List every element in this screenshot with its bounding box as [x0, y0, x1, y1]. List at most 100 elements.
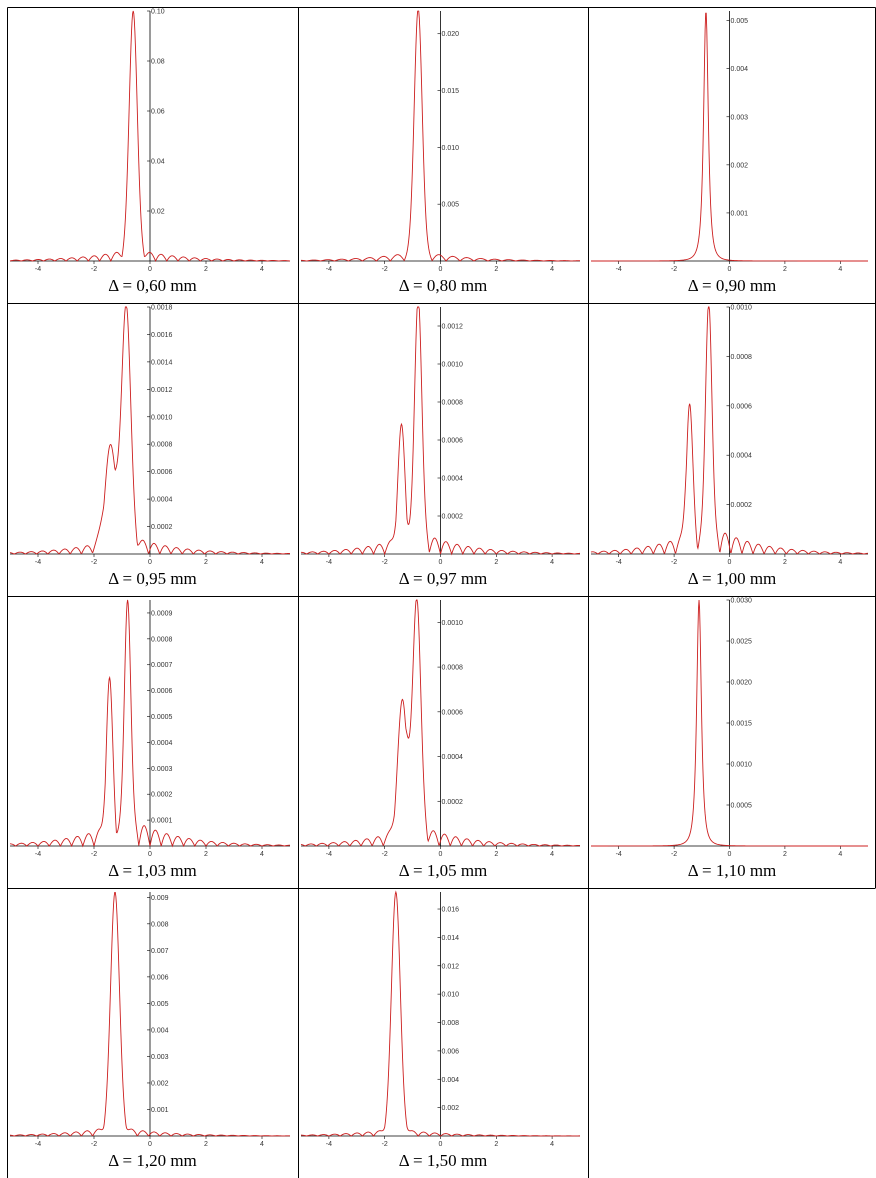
y-tick-label: 0.008 — [442, 1020, 460, 1027]
x-tick-label: 0 — [728, 851, 732, 858]
y-tick-label: 0.0004 — [151, 497, 173, 504]
chart-plot-8: -4 -2 0 2 4 0.0002 0.0004 0.0006 0.0008 0.0010 — [300, 599, 581, 858]
y-tick-label: 0.0010 — [731, 762, 753, 769]
y-tick-label: 0.0004 — [442, 754, 464, 761]
y-tick-label: 0.008 — [151, 921, 169, 928]
x-tick-label: 0 — [728, 559, 732, 566]
y-tick-label: 0.08 — [151, 59, 165, 66]
x-tick-label: -2 — [91, 1141, 97, 1148]
y-tick-label: 0.0004 — [151, 740, 173, 747]
y-tick-label: 0.0005 — [731, 803, 753, 810]
chart-caption: Δ = 0,90 mm — [687, 276, 777, 295]
x-tick-label: -2 — [91, 266, 97, 273]
chart-panel-2: -4 -2 0 2 4 0.005 0.010 0.015 0.020 Δ = 0,80 mm — [298, 7, 588, 303]
chart-plot-10: -4 -2 0 2 4 0.001 0.002 0.003 0.004 0.005 0.006 0.0… — [9, 892, 291, 1148]
x-tick-label: -4 — [326, 559, 332, 566]
y-tick-label: 0.005 — [442, 202, 460, 209]
x-tick-label: 2 — [783, 559, 787, 566]
y-tick-label: 0.0016 — [151, 332, 173, 339]
y-tick-label: 0.0012 — [151, 387, 173, 394]
y-tick-label: 0.0020 — [731, 680, 753, 687]
y-tick-label: 0.0008 — [442, 665, 464, 672]
x-tick-label: 0 — [148, 1141, 152, 1148]
y-tick-label: 0.012 — [442, 963, 460, 970]
chart-caption: Δ = 1,03 mm — [108, 861, 197, 880]
y-tick-label: 0.003 — [151, 1054, 169, 1061]
y-tick-label: 0.009 — [151, 895, 169, 902]
series-line — [590, 306, 869, 555]
y-tick-label: 0.0010 — [442, 620, 464, 627]
y-tick-label: 0.0008 — [442, 400, 464, 407]
x-tick-label: -4 — [35, 1141, 41, 1148]
chart-caption: Δ = 1,10 mm — [687, 861, 777, 880]
series-line — [9, 10, 291, 263]
y-tick-label: 0.004 — [151, 1027, 169, 1034]
y-tick-label: 0.0007 — [151, 662, 173, 669]
x-tick-label: -2 — [382, 266, 388, 273]
x-tick-label: 0 — [439, 266, 443, 273]
chart-plot-5: -4 -2 0 2 4 0.0002 0.0004 0.0006 0.0008 0.0010 0.0… — [301, 306, 580, 566]
x-tick-label: -4 — [326, 266, 332, 273]
y-tick-label: 0.10 — [151, 9, 165, 16]
chart-panel-10: -4 -2 0 2 4 0.001 0.002 0.003 0.004 0.005 0.006 0.0… — [7, 888, 298, 1178]
series-line — [301, 890, 580, 1137]
chart-panel-4: -4 -2 0 2 4 0.0002 0.0004 0.0006 0.0008 0.0010 0.0… — [7, 303, 298, 596]
x-tick-label: -4 — [35, 851, 41, 858]
series-line — [9, 306, 291, 555]
chart-panel-8: -4 -2 0 2 4 0.0002 0.0004 0.0006 0.0008 0.0010 Δ =… — [298, 596, 588, 888]
y-tick-label: 0.006 — [442, 1048, 460, 1055]
series-line — [300, 10, 581, 262]
y-tick-label: 0.002 — [151, 1080, 169, 1087]
x-tick-label: -4 — [326, 851, 332, 858]
y-tick-label: 0.0012 — [442, 324, 464, 331]
x-tick-label: 4 — [550, 266, 554, 273]
x-tick-label: 2 — [783, 851, 787, 858]
x-tick-label: 4 — [550, 851, 554, 858]
chart-panel-6: -4 -2 0 2 4 0.0002 0.0004 0.0006 0.0008 0.0010 Δ =… — [588, 303, 876, 596]
y-tick-label: 0.016 — [442, 907, 460, 914]
y-tick-label: 0.006 — [151, 974, 169, 981]
chart-panel-3: -4 -2 0 2 4 0.001 0.002 0.003 0.004 0.005 Δ = 0,90… — [588, 7, 876, 303]
y-tick-label: 0.0010 — [151, 414, 173, 421]
chart-caption: Δ = 1,20 mm — [108, 1151, 197, 1170]
x-tick-label: 2 — [783, 266, 787, 273]
y-tick-label: 0.04 — [151, 159, 165, 166]
x-tick-label: -4 — [35, 266, 41, 273]
y-tick-label: 0.0004 — [442, 476, 464, 483]
chart-caption: Δ = 0,97 mm — [398, 569, 488, 588]
y-tick-label: 0.015 — [442, 88, 460, 95]
chart-plot-4: -4 -2 0 2 4 0.0002 0.0004 0.0006 0.0008 0.0010 0.0… — [9, 305, 291, 566]
x-tick-label: 4 — [550, 559, 554, 566]
chart-caption: Δ = 0,60 mm — [108, 276, 197, 295]
x-tick-label: 2 — [204, 559, 208, 566]
chart-caption: Δ = 1,50 mm — [398, 1151, 488, 1170]
x-tick-label: 2 — [494, 559, 498, 566]
x-tick-label: 4 — [550, 1141, 554, 1148]
x-tick-label: -2 — [91, 559, 97, 566]
y-tick-label: 0.0010 — [731, 305, 753, 312]
x-tick-label: -2 — [91, 851, 97, 858]
y-tick-label: 0.0001 — [151, 818, 173, 825]
x-tick-label: -2 — [382, 559, 388, 566]
x-tick-label: 0 — [439, 851, 443, 858]
y-tick-label: 0.0006 — [442, 438, 464, 445]
x-tick-label: -2 — [382, 1141, 388, 1148]
y-tick-label: 0.0002 — [151, 792, 173, 799]
y-tick-label: 0.0002 — [442, 799, 464, 806]
x-tick-label: 2 — [204, 266, 208, 273]
y-tick-label: 0.0030 — [731, 598, 753, 605]
y-tick-label: 0.010 — [442, 992, 460, 999]
y-tick-label: 0.002 — [731, 162, 749, 169]
y-tick-label: 0.0006 — [731, 403, 753, 410]
x-tick-label: 0 — [148, 559, 152, 566]
y-tick-label: 0.0008 — [151, 442, 173, 449]
x-tick-label: -4 — [616, 851, 622, 858]
y-tick-label: 0.0008 — [151, 636, 173, 643]
x-tick-label: 0 — [148, 851, 152, 858]
x-tick-label: -2 — [382, 851, 388, 858]
x-tick-label: 2 — [494, 1141, 498, 1148]
y-tick-label: 0.002 — [442, 1105, 460, 1112]
y-tick-label: 0.003 — [731, 114, 749, 121]
chart-plot-9: -4 -2 0 2 4 0.0005 0.0010 0.0015 0.0020 0.0025 0.0… — [591, 598, 868, 858]
